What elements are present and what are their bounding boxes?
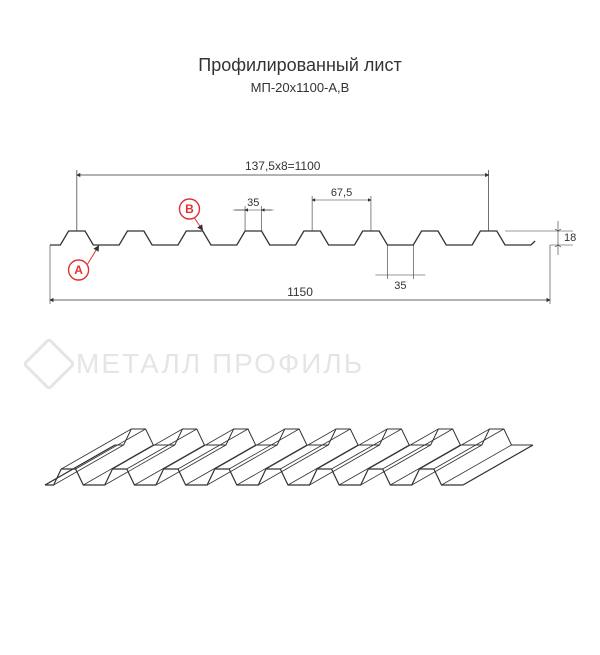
profile-path [50, 231, 535, 245]
marker-a: A [74, 263, 83, 277]
dim-35-bottom: 35 [394, 280, 406, 292]
dim-35-top: 35 [247, 197, 259, 209]
diagram-title: Профилированный лист [0, 55, 600, 76]
dim-height: 18 [564, 232, 576, 244]
diagram-subtitle: МП-20х1100-А,В [0, 80, 600, 95]
marker-b: B [185, 202, 194, 216]
dim-overall: 1150 [287, 285, 313, 299]
dim-67-5: 67,5 [331, 187, 352, 199]
cross-section-drawing: 137,5x8=1100 35 67,5 18 35 1150 A B [0, 105, 600, 325]
dim-top-span: 137,5x8=1100 [245, 159, 321, 173]
perspective-drawing [0, 335, 600, 535]
